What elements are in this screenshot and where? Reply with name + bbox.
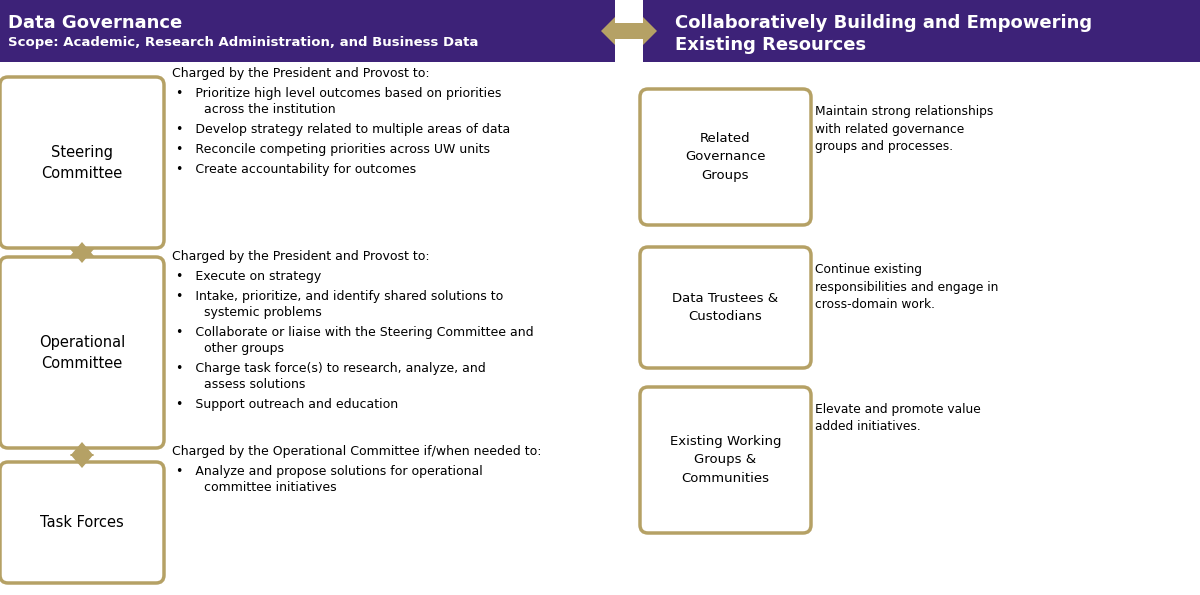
FancyBboxPatch shape xyxy=(0,0,616,62)
Text: Data Governance: Data Governance xyxy=(8,14,182,32)
Text: Data Trustees &
Custodians: Data Trustees & Custodians xyxy=(672,292,779,323)
FancyBboxPatch shape xyxy=(643,0,1200,62)
Text: Charged by the Operational Committee if/when needed to:: Charged by the Operational Committee if/… xyxy=(172,445,541,458)
Polygon shape xyxy=(70,242,94,263)
Text: Maintain strong relationships
with related governance
groups and processes.: Maintain strong relationships with relat… xyxy=(815,105,994,153)
Polygon shape xyxy=(70,442,94,468)
Text: •   Prioritize high level outcomes based on priorities: • Prioritize high level outcomes based o… xyxy=(176,87,502,100)
Text: •   Execute on strategy: • Execute on strategy xyxy=(176,270,322,283)
Text: systemic problems: systemic problems xyxy=(176,306,322,319)
FancyBboxPatch shape xyxy=(640,387,811,533)
FancyBboxPatch shape xyxy=(0,77,164,248)
Text: committee initiatives: committee initiatives xyxy=(176,481,337,494)
Text: •   Intake, prioritize, and identify shared solutions to: • Intake, prioritize, and identify share… xyxy=(176,290,503,303)
Text: Task Forces: Task Forces xyxy=(40,515,124,530)
Text: •   Develop strategy related to multiple areas of data: • Develop strategy related to multiple a… xyxy=(176,123,510,136)
FancyBboxPatch shape xyxy=(640,89,811,225)
Text: Elevate and promote value
added initiatives.: Elevate and promote value added initiati… xyxy=(815,403,980,434)
Text: other groups: other groups xyxy=(176,342,284,355)
Text: •   Charge task force(s) to research, analyze, and: • Charge task force(s) to research, anal… xyxy=(176,362,486,375)
Text: Charged by the President and Provost to:: Charged by the President and Provost to: xyxy=(172,67,430,80)
Text: Charged by the President and Provost to:: Charged by the President and Provost to: xyxy=(172,250,430,263)
Text: Scope: Academic, Research Administration, and Business Data: Scope: Academic, Research Administration… xyxy=(8,36,479,49)
Text: Existing Working
Groups &
Communities: Existing Working Groups & Communities xyxy=(670,436,781,484)
Text: •   Collaborate or liaise with the Steering Committee and: • Collaborate or liaise with the Steerin… xyxy=(176,326,534,339)
FancyBboxPatch shape xyxy=(0,462,164,583)
FancyBboxPatch shape xyxy=(640,247,811,368)
Text: •   Analyze and propose solutions for operational: • Analyze and propose solutions for oper… xyxy=(176,465,482,478)
Text: •   Support outreach and education: • Support outreach and education xyxy=(176,398,398,411)
Text: Related
Governance
Groups: Related Governance Groups xyxy=(685,133,766,181)
Text: Steering
Committee: Steering Committee xyxy=(41,145,122,180)
Text: Continue existing
responsibilities and engage in
cross-domain work.: Continue existing responsibilities and e… xyxy=(815,263,998,311)
Text: assess solutions: assess solutions xyxy=(176,378,305,391)
Text: Operational
Committee: Operational Committee xyxy=(38,334,125,371)
FancyBboxPatch shape xyxy=(0,257,164,448)
Text: •   Create accountability for outcomes: • Create accountability for outcomes xyxy=(176,163,416,176)
Text: across the institution: across the institution xyxy=(176,103,336,116)
Text: •   Reconcile competing priorities across UW units: • Reconcile competing priorities across … xyxy=(176,143,490,156)
Text: Collaboratively Building and Empowering
Existing Resources: Collaboratively Building and Empowering … xyxy=(674,14,1092,54)
Polygon shape xyxy=(601,17,658,45)
